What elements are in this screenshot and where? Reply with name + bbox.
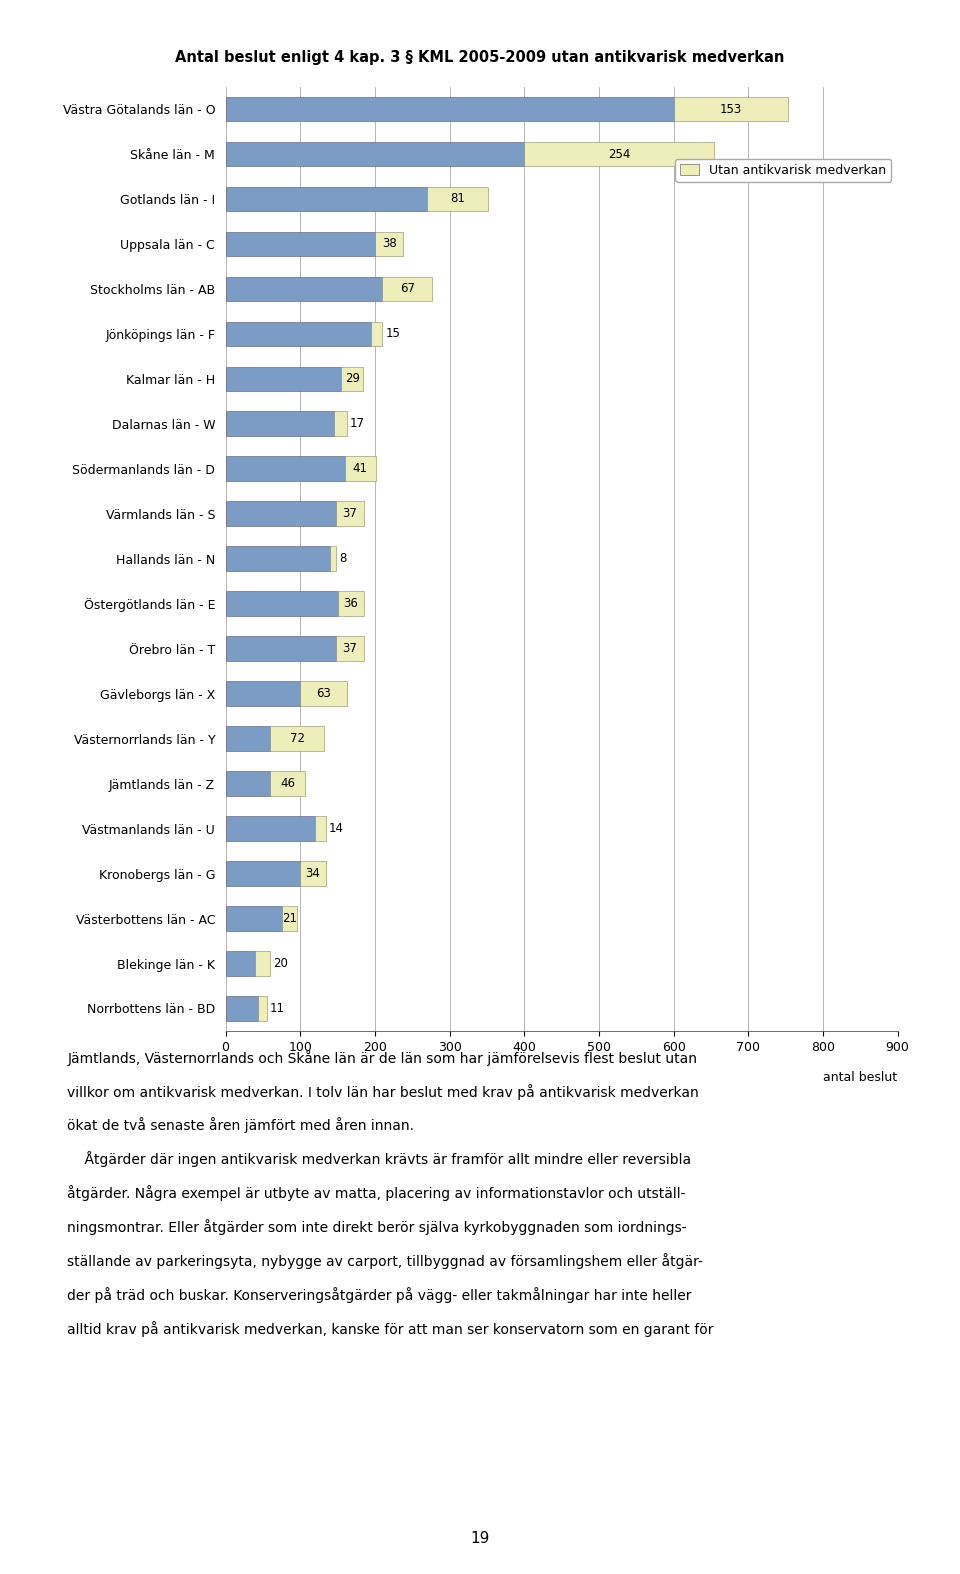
Text: 8: 8 [339,552,347,565]
Text: 72: 72 [290,732,304,745]
Text: 21: 21 [282,911,297,926]
Bar [226,636,336,661]
Bar [226,96,674,121]
Text: åtgärder. Några exempel är utbyte av matta, placering av informationstavlor och : åtgärder. Några exempel är utbyte av mat… [67,1185,685,1201]
Bar [226,502,336,526]
Bar [674,96,788,121]
Text: ställande av parkeringsyta, nybygge av carport, tillbyggnad av församlingshem el: ställande av parkeringsyta, nybygge av c… [67,1253,703,1269]
Bar [315,817,325,841]
Text: 41: 41 [353,463,368,475]
Bar [336,636,364,661]
Bar [226,907,281,930]
Text: 38: 38 [382,238,396,250]
Bar [334,411,347,436]
Bar [382,277,432,301]
Bar [300,861,325,886]
Bar [372,321,382,346]
Bar [226,277,382,301]
Bar [226,592,338,615]
Text: 19: 19 [470,1530,490,1546]
Bar [226,456,345,482]
Text: alltid krav på antikvarisk medverkan, kanske för att man ser konservatorn som en: alltid krav på antikvarisk medverkan, ka… [67,1321,713,1336]
Bar [226,817,315,841]
Text: 67: 67 [400,282,415,296]
Bar [524,142,714,167]
Text: 15: 15 [385,327,400,340]
Text: Jämtlands, Västernorrlands och Skåne län är de län som har jämförelsevis flest b: Jämtlands, Västernorrlands och Skåne län… [67,1050,697,1066]
Bar [271,726,324,751]
Legend: Utan antikvarisk medverkan: Utan antikvarisk medverkan [676,159,891,183]
Text: 37: 37 [343,507,357,521]
Bar [427,187,488,211]
Bar [226,546,330,571]
Text: villkor om antikvarisk medverkan. I tolv län har beslut med krav på antikvarisk : villkor om antikvarisk medverkan. I tolv… [67,1083,699,1100]
Text: 34: 34 [305,867,321,880]
Bar [330,546,336,571]
Bar [226,996,258,1022]
Bar [375,231,403,257]
Bar [226,367,342,392]
Bar [226,187,427,211]
Bar [226,726,271,751]
Text: 14: 14 [328,822,344,836]
Bar [226,682,300,707]
Bar [226,411,334,436]
Bar [226,861,300,886]
Text: 81: 81 [450,192,465,206]
Text: der på träd och buskar. Konserveringsåtgärder på vägg- eller takmålningar har in: der på träd och buskar. Konserveringsåtg… [67,1286,692,1303]
Text: antal beslut: antal beslut [824,1070,898,1083]
Text: Åtgärder där ingen antikvarisk medverkan krävts är framför allt mindre eller rev: Åtgärder där ingen antikvarisk medverkan… [67,1152,691,1168]
Text: 153: 153 [720,102,742,115]
Bar [281,907,298,930]
Text: ningsmontrar. Eller åtgärder som inte direkt berör själva kyrkobyggnaden som ior: ningsmontrar. Eller åtgärder som inte di… [67,1218,686,1236]
Bar [226,951,255,976]
Bar [336,502,364,526]
Text: 17: 17 [349,417,365,430]
Text: 63: 63 [317,688,331,700]
Text: Antal beslut enligt 4 kap. 3 § KML 2005-2009 utan antikvarisk medverkan: Antal beslut enligt 4 kap. 3 § KML 2005-… [176,50,784,66]
Bar [226,771,271,796]
Bar [255,951,271,976]
Text: 37: 37 [343,642,357,655]
Bar [226,321,372,346]
Bar [271,771,304,796]
Text: 36: 36 [344,597,358,611]
Bar [345,456,375,482]
Bar [338,592,365,615]
Bar [258,996,267,1022]
Text: ökat de två senaste åren jämfört med åren innan.: ökat de två senaste åren jämfört med åre… [67,1118,414,1133]
Text: 254: 254 [608,148,631,161]
Bar [226,231,375,257]
Bar [342,367,363,392]
Text: 29: 29 [345,373,360,386]
Bar [300,682,348,707]
Text: 46: 46 [280,778,295,790]
Text: 11: 11 [270,1003,285,1015]
Bar [226,142,524,167]
Text: 20: 20 [274,957,288,970]
